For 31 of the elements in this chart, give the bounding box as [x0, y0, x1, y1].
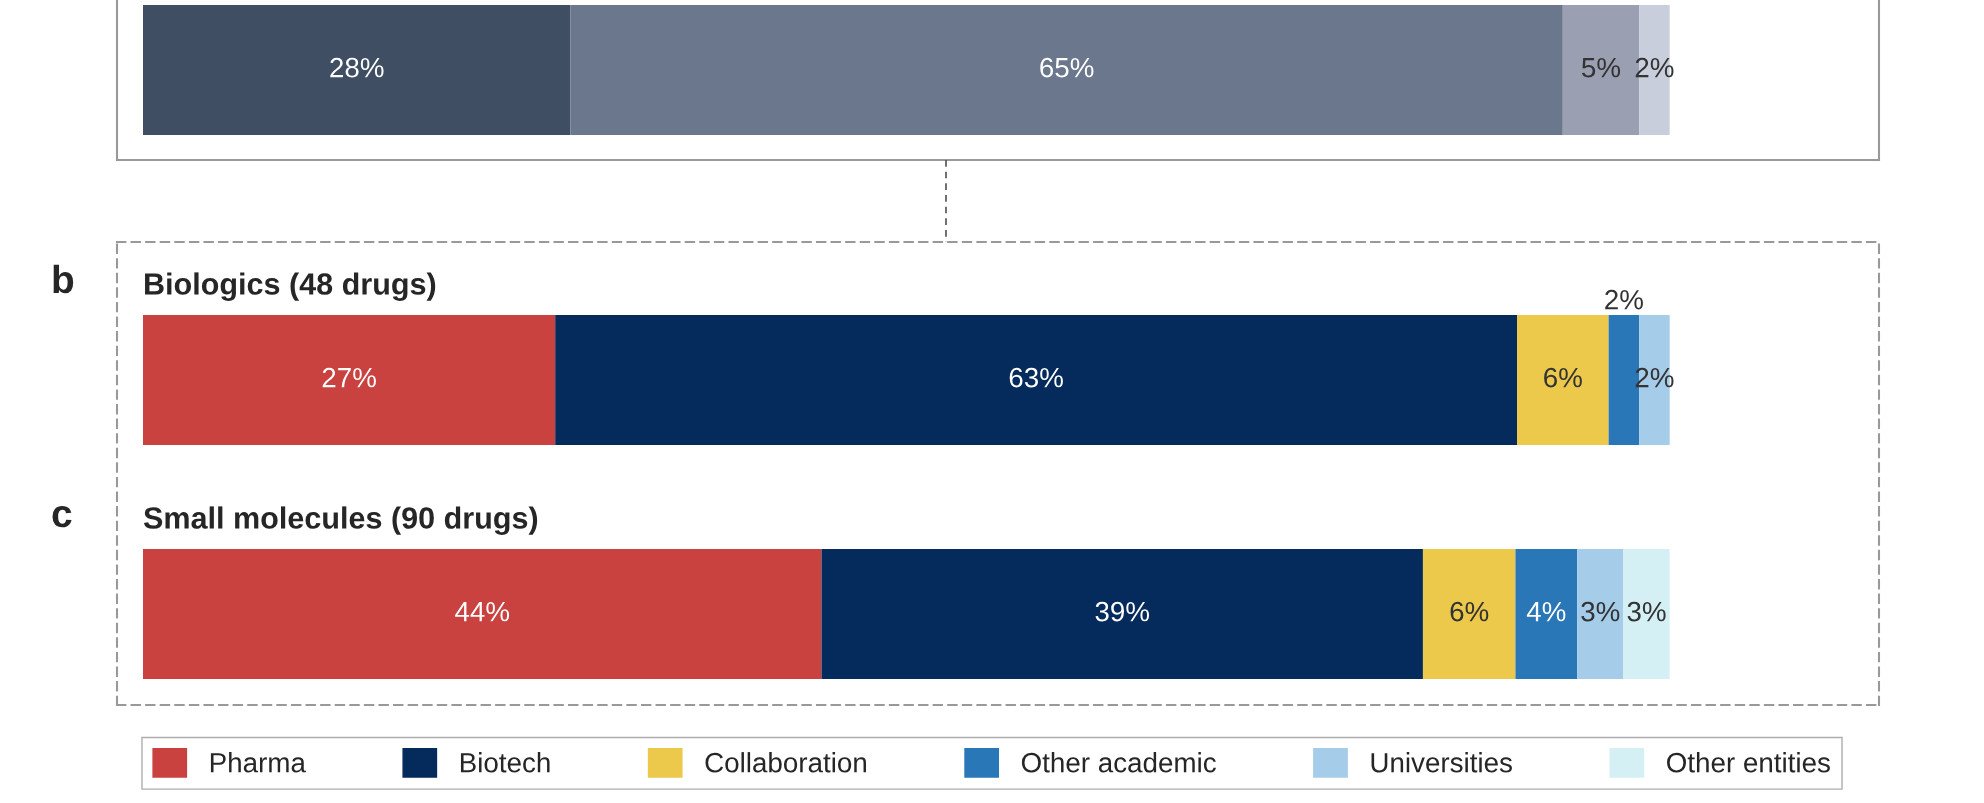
bar	[1422, 549, 1516, 679]
legend-label: Collaboration	[705, 752, 866, 773]
data-label: 65%	[1040, 57, 1094, 78]
data-label: 63%	[1009, 367, 1063, 388]
data-label: 6%	[1450, 601, 1489, 622]
text: b	[53, 264, 74, 294]
legend-label: Universities	[1371, 752, 1512, 773]
data-label: 2%	[1605, 289, 1643, 310]
data-label: 6%	[1544, 367, 1582, 388]
data-label: 44%	[455, 601, 510, 622]
bar	[143, 315, 556, 445]
legend-label: Pharma	[210, 752, 306, 773]
bar	[1577, 549, 1624, 679]
data-label: 39%	[1095, 601, 1150, 622]
bar	[1623, 549, 1670, 679]
data-label: 28%	[330, 57, 384, 78]
chart-title: Biologics (48 drugs)	[145, 272, 436, 301]
text: c	[52, 506, 72, 528]
data-label: 3%	[1581, 601, 1620, 622]
bar	[1517, 315, 1609, 445]
bar	[143, 5, 571, 135]
legend-label: Other entities	[1667, 752, 1830, 773]
data-label: 3%	[1627, 601, 1666, 622]
data-label: 5%	[1582, 57, 1621, 78]
chart-title: Small molecules (90 drugs)	[143, 506, 538, 535]
data-label: 2%	[1635, 57, 1674, 78]
legend-label: Biotech	[460, 752, 550, 773]
legend-label: Other academic	[1021, 752, 1216, 773]
bar	[1515, 549, 1578, 679]
data-label: 4%	[1526, 601, 1566, 622]
data-label: 27%	[322, 367, 376, 388]
